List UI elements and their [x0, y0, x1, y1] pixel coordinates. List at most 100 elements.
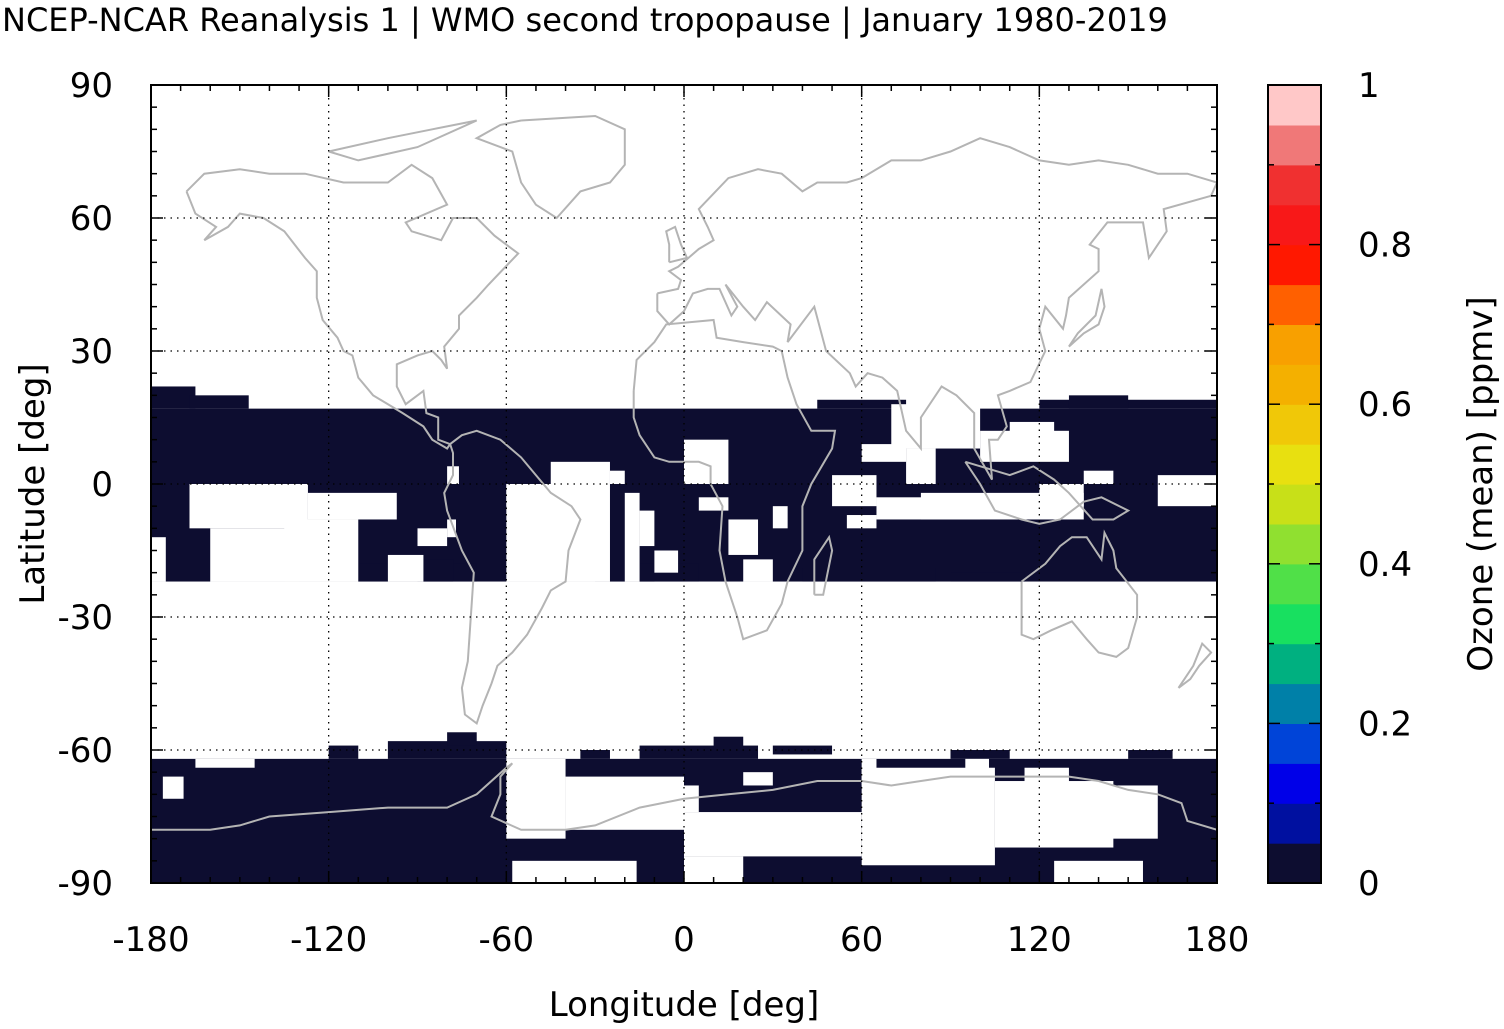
- coastline-arctic-islands: [328, 119, 478, 162]
- colorbar-swatch-7: [1268, 563, 1321, 605]
- field-gap-49: [1024, 767, 1069, 804]
- colorbar-swatch-1: [1268, 803, 1321, 844]
- field-gap-18: [654, 550, 679, 573]
- field-gap-6: [417, 528, 448, 547]
- y-tick-label: -30: [57, 598, 113, 638]
- field-block-15: [580, 750, 610, 759]
- field-block-14: [447, 732, 477, 746]
- field-gap-12: [609, 470, 625, 484]
- colorbar-swatch-8: [1268, 523, 1321, 565]
- colorbar-swatch-0: [1268, 843, 1321, 884]
- field-block-12: [328, 745, 359, 759]
- x-tick-label: 180: [1185, 920, 1250, 960]
- field-block-11: [950, 572, 1025, 582]
- field-gap-48: [965, 758, 989, 786]
- x-tick-label: -180: [112, 920, 189, 960]
- field-gap-26: [906, 448, 936, 484]
- field-gap-40: [684, 812, 862, 857]
- colorbar-swatch-18: [1268, 124, 1321, 166]
- coastline-eurasia: [656, 137, 1217, 481]
- field-gap-31: [1083, 470, 1114, 484]
- field-block-4: [1039, 399, 1217, 409]
- coastline-japan: [1068, 288, 1106, 348]
- field-gap-34: [162, 776, 184, 799]
- colorbar-tick-label: 0.4: [1358, 545, 1412, 585]
- field-gap-21: [832, 475, 877, 507]
- colorbar-swatch-14: [1268, 284, 1321, 325]
- y-tick-label: -60: [57, 731, 113, 771]
- field-gap-0: [151, 537, 166, 582]
- colorbar-swatch-2: [1268, 763, 1321, 804]
- field-gap-44: [512, 860, 637, 883]
- field-gap-17: [728, 519, 759, 555]
- colorbar-swatch-9: [1268, 484, 1321, 525]
- y-tick-label: -90: [57, 864, 113, 904]
- colorbar-tick-labels: 1 0.8 0.6 0.4 0.2 0: [1358, 66, 1412, 904]
- field-gap-36: [195, 758, 255, 768]
- field-gap-46: [891, 794, 966, 817]
- x-tick-label: 0: [673, 920, 695, 960]
- field-gap-5: [387, 554, 424, 582]
- x-tick-labels: -180 -120 -60 0 60 120 180: [112, 920, 1249, 960]
- field-gap-14: [639, 510, 655, 547]
- colorbar-tick-label: 0.2: [1358, 704, 1412, 744]
- x-axis-title: Longitude [deg]: [549, 985, 820, 1025]
- y-tick-label: 0: [91, 465, 113, 505]
- coastlines: [151, 114, 1217, 831]
- coastline-north-america: [185, 163, 520, 450]
- colorbar-ticks: [1268, 84, 1321, 884]
- colorbar-swatch-6: [1268, 603, 1321, 645]
- field-gap-29: [1009, 421, 1055, 440]
- field-gap-4: [284, 519, 359, 582]
- coastline-antarctica-coast: [151, 762, 1217, 831]
- colorbar-swatch-17: [1268, 164, 1321, 206]
- coastline-south-america: [443, 429, 582, 726]
- y-axis-title: Latitude [deg]: [13, 363, 53, 604]
- colorbar-tick-label: 0.6: [1358, 385, 1412, 425]
- field-gap-32: [1157, 475, 1217, 507]
- field-gap-20: [772, 506, 788, 529]
- field-gap-33: [580, 492, 605, 529]
- field-block-0: [151, 386, 196, 409]
- field-gap-30: [1039, 484, 1084, 507]
- colorbar-swatch-4: [1268, 683, 1321, 724]
- field-gap-39: [521, 785, 551, 817]
- colorbar-title: Ozone (mean) [ppmv]: [1461, 296, 1501, 671]
- colorbar-swatch-5: [1268, 643, 1321, 685]
- colorbar-swatch-13: [1268, 324, 1321, 365]
- colorbar-swatch-3: [1268, 723, 1321, 764]
- field-gap-13: [624, 492, 640, 582]
- colorbar: [1268, 85, 1321, 884]
- chart-title: NCEP-NCAR Reanalysis 1 | WMO second trop…: [2, 1, 1168, 39]
- field-gap-8: [447, 519, 456, 538]
- y-tick-label: 60: [70, 199, 113, 239]
- field-gap-51: [743, 772, 773, 786]
- field-gap-45: [1054, 860, 1143, 883]
- x-tick-label: 60: [840, 920, 883, 960]
- colorbar-swatch-11: [1268, 404, 1321, 445]
- colorbar-swatch-19: [1268, 85, 1321, 126]
- coastline-madagascar: [813, 534, 834, 596]
- field-block-17: [713, 736, 744, 750]
- field-block-7: [417, 559, 454, 582]
- y-tick-label: 90: [70, 66, 113, 106]
- axis-ticks: [150, 84, 1218, 884]
- x-tick-label: 120: [1007, 920, 1072, 960]
- x-tick-label: -120: [290, 920, 367, 960]
- coastline-uk: [665, 225, 689, 264]
- field-block-20: [1128, 750, 1173, 759]
- coastline-new-zealand: [1177, 641, 1213, 689]
- colorbar-tick-label: 0.8: [1358, 226, 1412, 266]
- coastline-greenland: [474, 114, 626, 220]
- field-gap-11: [550, 461, 610, 484]
- field-block-19: [950, 750, 1010, 759]
- field-gap-3: [307, 492, 397, 520]
- coastline-indonesia: [964, 460, 1131, 525]
- x-tick-label: -60: [479, 920, 535, 960]
- field-block-1: [189, 395, 249, 409]
- colorbar-tick-label: 1: [1358, 66, 1380, 106]
- field-block-10: [802, 568, 936, 582]
- colorbar-swatch-10: [1268, 444, 1321, 485]
- field-block-5: [1068, 395, 1129, 409]
